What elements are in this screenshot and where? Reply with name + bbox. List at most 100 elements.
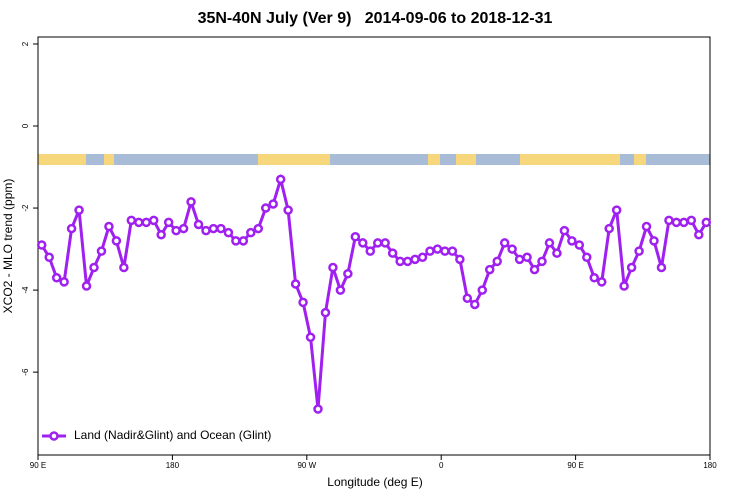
data-point: [238, 236, 249, 246]
data-point: [163, 217, 174, 228]
data-point: [671, 217, 682, 228]
data-point: [96, 246, 107, 256]
data-point: [559, 225, 570, 236]
land-band: [428, 154, 440, 165]
data-point: [260, 203, 271, 213]
data-point: [589, 273, 600, 283]
data-point: [134, 217, 144, 228]
land-band: [456, 154, 476, 165]
land-band: [520, 154, 620, 165]
data-point: [36, 240, 47, 250]
data-point: [634, 246, 644, 256]
data-point: [544, 238, 555, 248]
data-point: [537, 256, 547, 267]
data-point: [268, 199, 278, 209]
x-axis-label: Longitude (deg E): [327, 475, 422, 489]
data-point: [275, 174, 286, 185]
x-tick-label: 90 E: [567, 461, 583, 470]
data-point: [679, 217, 689, 228]
data-point: [298, 297, 308, 308]
data-point: [111, 236, 122, 246]
data-point: [216, 223, 226, 234]
data-point: [641, 221, 652, 232]
data-point: [119, 262, 129, 273]
data-point: [470, 299, 480, 310]
data-point: [372, 238, 383, 248]
data-point: [380, 238, 390, 248]
data-point: [358, 238, 368, 248]
data-point: [611, 205, 622, 215]
data-point: [148, 215, 159, 226]
data-point: [246, 227, 256, 238]
data-point: [477, 285, 488, 295]
x-tick-label: 180: [166, 461, 180, 470]
data-point: [104, 221, 114, 232]
chart-title: 35N-40N July (Ver 9) 2014-09-06 to 2018-…: [198, 10, 553, 27]
data-point: [126, 215, 137, 226]
data-point: [686, 215, 697, 226]
data-point: [44, 252, 54, 263]
data-point: [522, 252, 532, 263]
data-point: [455, 254, 465, 265]
data-point: [425, 246, 435, 256]
data-point: [410, 254, 420, 265]
data-point: [462, 293, 473, 304]
data-point: [567, 236, 577, 246]
data-point: [694, 229, 704, 240]
data-point: [395, 256, 405, 267]
data-point: [440, 246, 450, 256]
x-tick-label: 0: [439, 461, 444, 470]
data-point: [417, 252, 428, 263]
x-tick-label: 180: [703, 461, 717, 470]
data-point: [231, 236, 241, 246]
x-tick-label: 90 E: [30, 461, 46, 470]
data-point: [552, 248, 562, 258]
data-point: [701, 217, 712, 228]
data-point: [432, 244, 443, 254]
data-point: [343, 268, 353, 279]
land-band: [104, 154, 114, 165]
data-point: [484, 264, 495, 275]
legend-marker: [49, 431, 59, 441]
land-band: [38, 154, 86, 165]
data-point: [619, 281, 629, 291]
ocean-band: [38, 154, 710, 165]
series-line: [40, 173, 708, 410]
data-point: [514, 254, 525, 265]
data-point: [507, 244, 517, 254]
data-point: [596, 277, 607, 287]
data-point: [574, 240, 585, 250]
data-point: [66, 223, 77, 234]
data-point: [283, 205, 293, 215]
data-point: [141, 217, 152, 228]
y-tick-label: 0: [21, 123, 30, 128]
data-point: [402, 256, 413, 267]
data-point: [320, 307, 331, 318]
land-band: [258, 154, 330, 165]
data-point: [223, 227, 234, 238]
data-point: [186, 197, 196, 207]
data-point: [313, 404, 323, 414]
data-point: [74, 205, 84, 215]
land-band: [634, 154, 646, 165]
data-point: [81, 281, 92, 291]
data-point: [208, 223, 219, 234]
data-point: [649, 236, 659, 246]
data-point: [387, 248, 398, 258]
y-tick-label: 2: [21, 41, 30, 46]
data-point: [335, 285, 346, 295]
data-point: [171, 225, 181, 236]
data-point: [156, 229, 166, 240]
data-point: [328, 262, 338, 273]
land-ocean-strip: [38, 154, 710, 165]
data-point: [626, 262, 637, 273]
data-point: [499, 238, 510, 248]
data-point: [59, 277, 69, 287]
data-point: [492, 256, 502, 267]
data-point: [51, 273, 62, 283]
y-tick-label: -2: [21, 204, 30, 212]
data-point: [664, 215, 674, 226]
data-point: [201, 225, 211, 236]
data-point: [582, 252, 592, 263]
y-tick-label: -4: [21, 286, 30, 294]
